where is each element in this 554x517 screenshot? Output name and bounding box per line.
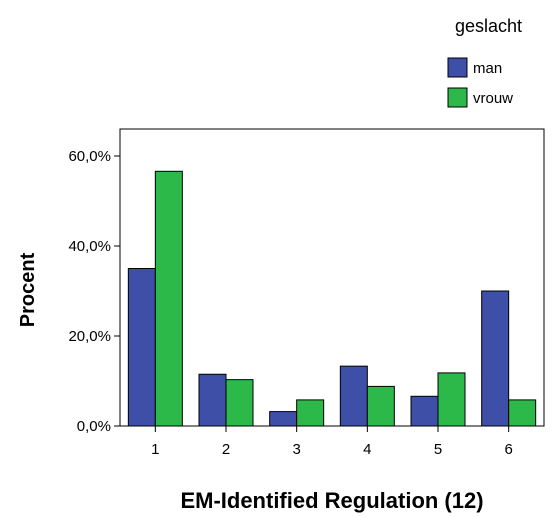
x-tick-label: 1 [151, 441, 159, 458]
bar-man-2 [198, 373, 227, 427]
legend: geslacht man vrouw [447, 16, 522, 108]
y-tick-label: 60,0% [68, 148, 111, 165]
bars-group [127, 170, 537, 427]
plot-frame [119, 128, 545, 427]
y-axis: 0,0% 20,0% 40,0% 60,0% [68, 148, 120, 435]
bar-vrouw-6 [508, 399, 537, 427]
x-axis: 1 2 3 4 5 6 [151, 426, 513, 458]
bar-man-1 [127, 268, 156, 427]
y-tick-label: 20,0% [68, 328, 111, 345]
legend-swatch-vrouw [447, 87, 468, 108]
legend-title: geslacht [455, 16, 522, 36]
bar-man-4 [339, 365, 368, 427]
y-tick-label: 40,0% [68, 238, 111, 255]
bar-man-3 [269, 411, 298, 427]
x-tick-label: 6 [504, 441, 512, 458]
x-tick-label: 3 [292, 441, 300, 458]
bar-vrouw-5 [437, 372, 466, 427]
y-tick-label: 0,0% [77, 418, 111, 435]
bar-man-5 [410, 395, 439, 427]
bar-man-6 [481, 290, 510, 427]
bar-vrouw-1 [154, 170, 183, 427]
x-tick-label: 2 [222, 441, 230, 458]
bar-vrouw-3 [296, 399, 325, 427]
bar-vrouw-2 [225, 379, 254, 427]
x-tick-label: 4 [363, 441, 371, 458]
x-tick-label: 5 [434, 441, 442, 458]
y-axis-title: Procent [17, 252, 39, 327]
legend-label-vrouw: vrouw [473, 90, 513, 107]
x-axis-title: EM-Identified Regulation (12) [180, 488, 483, 513]
legend-label-man: man [473, 60, 502, 77]
bar-vrouw-4 [366, 385, 395, 427]
legend-swatch-man [447, 57, 468, 78]
